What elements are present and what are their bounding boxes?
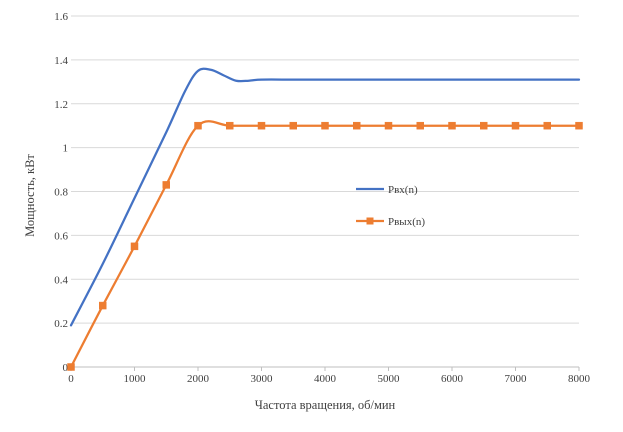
x-tick-label: 0	[68, 373, 74, 385]
data-point	[321, 121, 329, 130]
data-point	[257, 121, 266, 130]
data-point	[289, 121, 297, 130]
x-tick-label: 4000	[314, 373, 337, 385]
y-tick-label: 0	[63, 362, 69, 374]
legend-label-1: Pвх(n)	[388, 184, 418, 196]
x-tick-label: 6000	[441, 373, 464, 385]
data-point	[194, 121, 202, 130]
data-point	[416, 121, 424, 130]
data-point	[67, 363, 75, 371]
y-tick-label: 1.2	[54, 99, 68, 111]
data-point	[480, 121, 488, 130]
legend-marker-2	[366, 217, 374, 225]
x-tick-label: 2000	[187, 373, 210, 385]
x-tick-label: 1000	[124, 373, 147, 385]
x-tick-label: 8000	[568, 373, 591, 385]
axes: 0 0.2 0.4 0.6 0.8 1 1.2 1.4 1.6 0 1000 2000 3000 4000…	[54, 11, 590, 385]
legend: Pвх(n) Pвых(n)	[356, 184, 425, 228]
data-point	[384, 121, 393, 130]
y-tick-label: 1.4	[54, 55, 68, 67]
data-point	[353, 121, 361, 130]
y-axis-title: Мощность, кВт	[23, 154, 37, 237]
data-point	[99, 301, 107, 310]
series	[67, 67, 583, 371]
y-tick-label: 0.2	[54, 318, 68, 330]
x-tick-label: 7000	[505, 373, 528, 385]
y-tick-label: 1	[63, 143, 69, 155]
data-point	[511, 121, 520, 130]
data-point	[130, 242, 139, 251]
x-axis-title: Частота вращения, об/мин	[255, 398, 396, 412]
data-point	[448, 121, 456, 130]
series-line-2	[69, 120, 581, 369]
data-point	[226, 121, 234, 130]
data-point	[575, 121, 583, 130]
x-tick-label: 3000	[251, 373, 274, 385]
y-tick-label: 1.6	[54, 11, 68, 23]
data-point	[543, 121, 551, 130]
data-point	[162, 181, 170, 189]
y-tick-label: 0.4	[54, 274, 68, 286]
y-tick-label: 0.6	[54, 230, 68, 242]
x-tick-label: 5000	[378, 373, 401, 385]
legend-label-2: Pвых(n)	[388, 216, 425, 228]
series-line-1	[69, 67, 581, 327]
y-tick-label: 0.8	[54, 187, 68, 199]
gridlines	[71, 15, 579, 324]
